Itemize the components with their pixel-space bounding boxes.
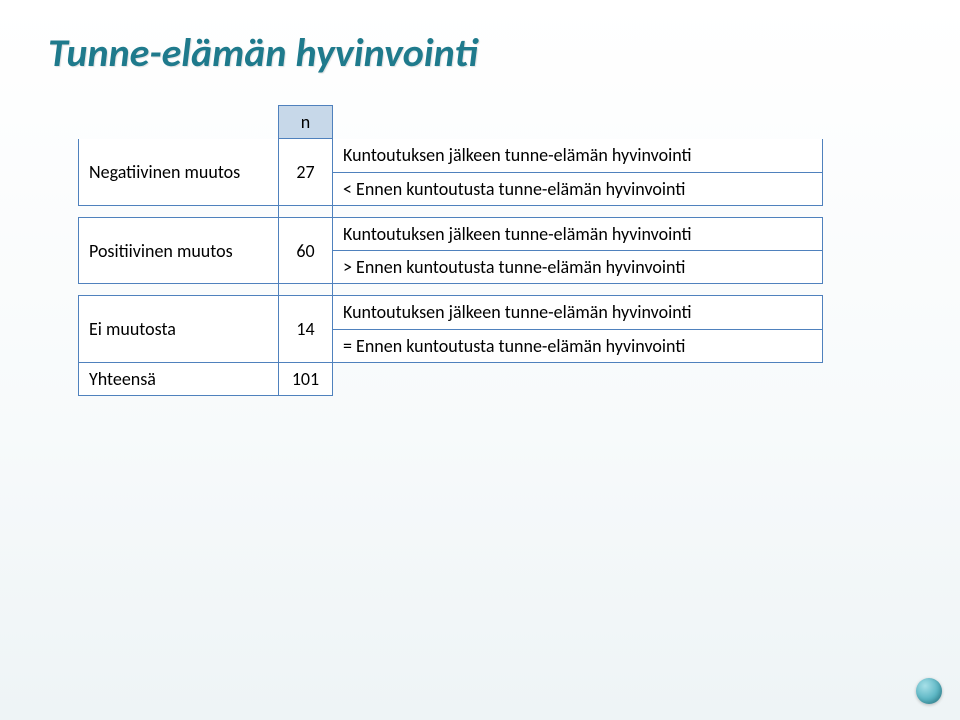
- table-row: Negatiivinen muutos 27 Kuntoutuksen jälk…: [79, 139, 823, 172]
- row-desc: > Ennen kuntoutusta tunne-elämän hyvinvo…: [333, 251, 823, 284]
- row-desc: Kuntoutuksen jälkeen tunne-elämän hyvinv…: [333, 139, 823, 172]
- row-label: Negatiivinen muutos: [79, 139, 279, 206]
- row-n: 101: [279, 363, 333, 396]
- row-n: 27: [279, 139, 333, 206]
- row-label: Yhteensä: [79, 363, 279, 396]
- header-empty-right: [333, 106, 823, 139]
- table-row: Ei muutosta 14 Kuntoutuksen jälkeen tunn…: [79, 296, 823, 329]
- row-desc: Kuntoutuksen jälkeen tunne-elämän hyvinv…: [333, 296, 823, 329]
- row-desc: < Ennen kuntoutusta tunne-elämän hyvinvo…: [333, 172, 823, 205]
- table-spacer: [79, 205, 823, 217]
- row-n: 60: [279, 217, 333, 284]
- table-row: Yhteensä 101: [79, 363, 823, 396]
- table-spacer: [79, 284, 823, 296]
- accent-dot-icon: [916, 678, 942, 704]
- table-row: Positiivinen muutos 60 Kuntoutuksen jälk…: [79, 217, 823, 250]
- table-header-row: n: [79, 106, 823, 139]
- row-desc: = Ennen kuntoutusta tunne-elämän hyvinvo…: [333, 329, 823, 362]
- slide-title: Tunne-elämän hyvinvointi: [48, 28, 912, 77]
- row-desc-empty: [333, 363, 823, 396]
- summary-table: n Negatiivinen muutos 27 Kuntoutuksen jä…: [78, 105, 823, 396]
- header-n: n: [279, 106, 333, 139]
- row-label: Positiivinen muutos: [79, 217, 279, 284]
- row-label: Ei muutosta: [79, 296, 279, 363]
- row-desc: Kuntoutuksen jälkeen tunne-elämän hyvinv…: [333, 217, 823, 250]
- row-n: 14: [279, 296, 333, 363]
- header-empty-left: [79, 106, 279, 139]
- slide: Tunne-elämän hyvinvointi n Negatiivinen …: [0, 0, 960, 720]
